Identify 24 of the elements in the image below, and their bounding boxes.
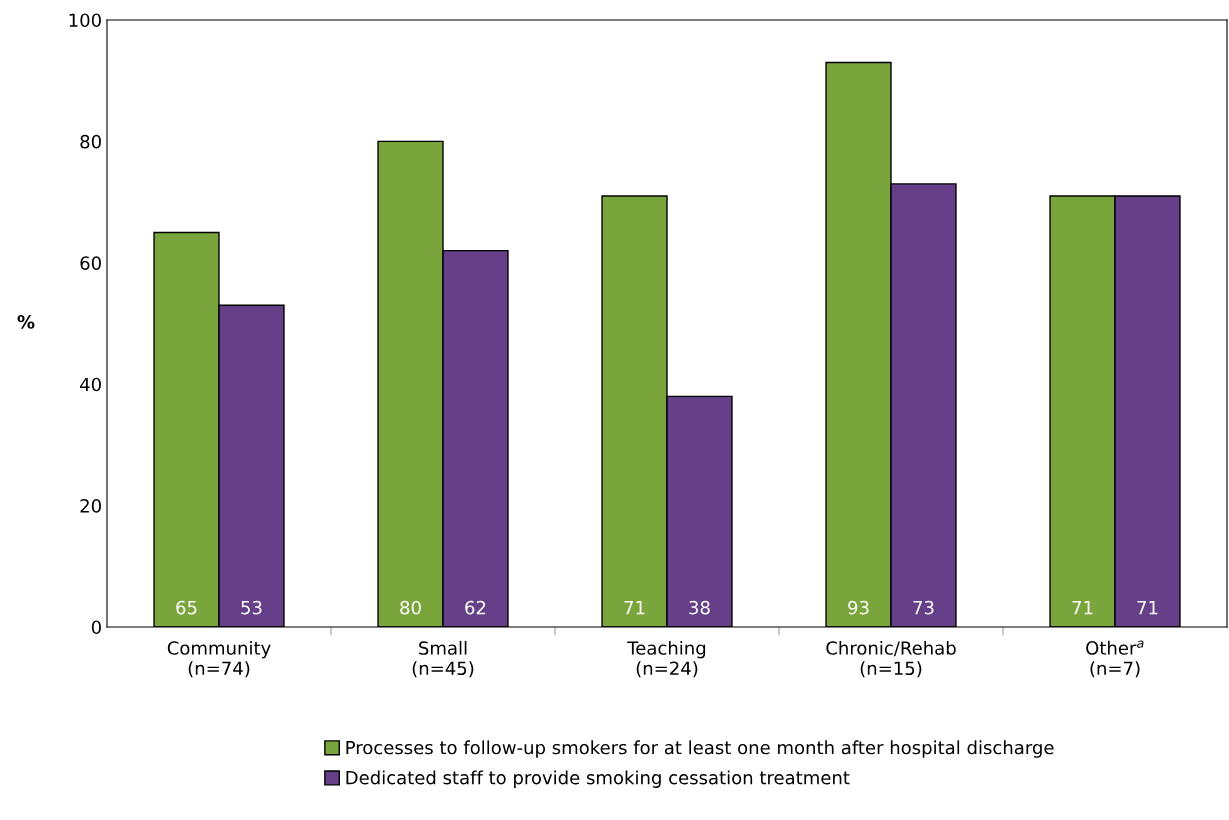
y-tick-label: 0	[91, 620, 101, 635]
y-tick-label: 40	[80, 377, 101, 392]
y-tick-label: 80	[80, 134, 101, 149]
data-label: 71	[1072, 600, 1093, 615]
y-tick-label: 20	[80, 499, 101, 513]
data-label: 73	[913, 600, 934, 615]
x-tick-label: Teaching (n=24)	[627, 640, 706, 678]
data-label: 62	[465, 600, 486, 615]
data-label: 53	[241, 600, 262, 615]
data-label: 65	[176, 600, 197, 615]
data-label: 71	[624, 600, 645, 615]
y-tick-label: 100	[69, 13, 101, 28]
x-tick-label: Chronic/Rehab (n=15)	[826, 640, 956, 678]
x-tick-label: Community (n=74)	[167, 640, 271, 678]
data-label: 93	[848, 600, 869, 615]
y-axis-title: %	[17, 315, 35, 329]
x-tick-label: Other$^{a}$ (n=7)	[1086, 640, 1144, 678]
x-tick-label: Small (n=45)	[412, 640, 474, 678]
legend-label: Dedicated staff to provide smoking cessation treatment	[346, 770, 850, 788]
data-label: 80	[400, 600, 421, 615]
data-label: 71	[1137, 600, 1158, 615]
y-tick-label: 60	[80, 256, 101, 270]
data-label: 38	[689, 600, 710, 615]
legend-label: Processes to follow-up smokers for at least one month after hospital discharge	[346, 740, 1054, 758]
